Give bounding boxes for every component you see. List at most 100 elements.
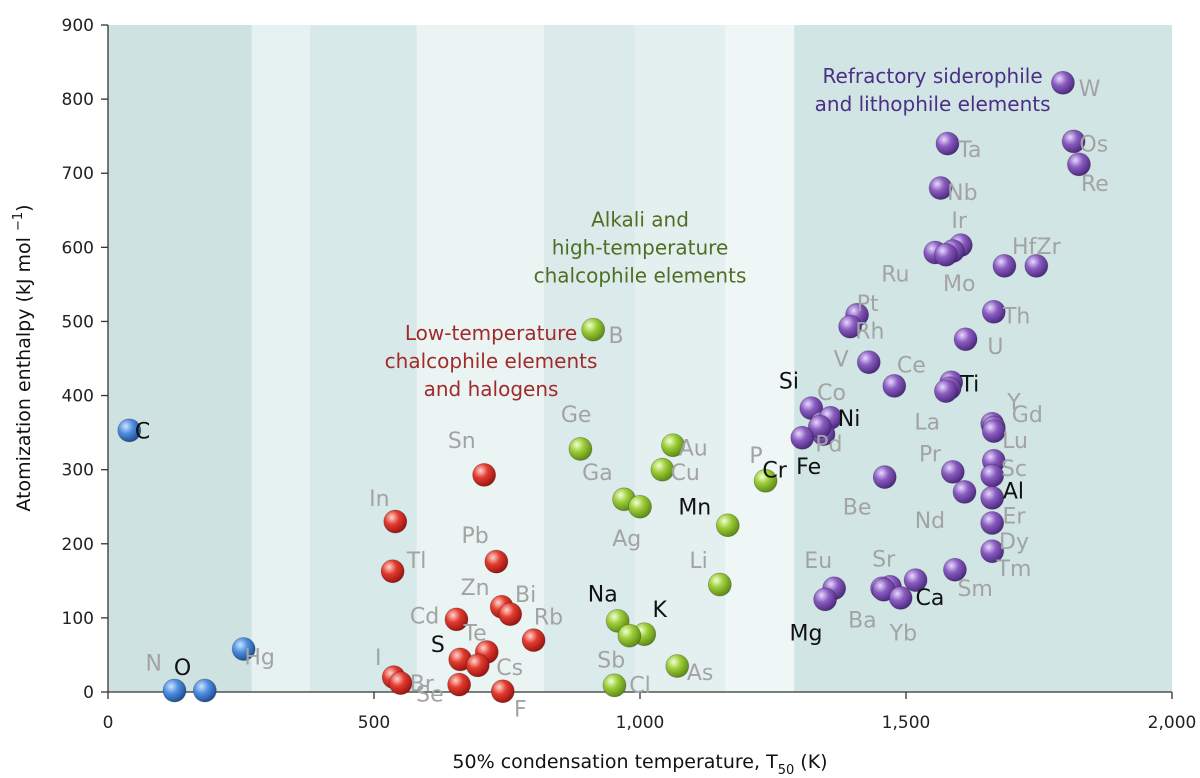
point-cs xyxy=(465,653,490,678)
x-tick-label: 1,500 xyxy=(882,713,931,733)
y-tick-label: 400 xyxy=(62,387,94,407)
point-hg xyxy=(231,637,256,661)
x-tick-label: 1,000 xyxy=(616,713,665,733)
label-sc: Sc xyxy=(1001,457,1027,482)
label-tl: Tl xyxy=(406,549,427,574)
point-ce xyxy=(882,374,907,398)
point-br xyxy=(388,671,413,696)
point-rh xyxy=(838,314,863,339)
background-band xyxy=(108,25,252,692)
label-al: Al xyxy=(1003,479,1024,504)
label-mn: Mn xyxy=(678,496,711,521)
label-zn: Zn xyxy=(461,576,490,601)
label-na: Na xyxy=(588,582,618,607)
label-lu: Lu xyxy=(1002,429,1028,454)
point-fe xyxy=(807,414,832,439)
point-er xyxy=(980,485,1005,510)
label-au: Au xyxy=(679,436,708,461)
label-er: Er xyxy=(1003,505,1027,530)
annotations: Low-temperature chalcophile elements and h… xyxy=(385,64,1051,401)
point-re xyxy=(1067,152,1091,177)
label-zr: Zr xyxy=(1037,235,1062,260)
label-ag: Ag xyxy=(612,527,641,552)
point-pb xyxy=(484,549,509,574)
y-tick-label: 800 xyxy=(62,90,94,110)
point-cl xyxy=(602,673,627,698)
label-ni: Ni xyxy=(838,407,861,432)
label-cu: Cu xyxy=(671,461,700,486)
label-li: Li xyxy=(689,549,707,574)
label-ca: Ca xyxy=(916,586,945,611)
label-n: N xyxy=(146,651,162,676)
point-zr xyxy=(1024,253,1049,278)
point-os xyxy=(1061,129,1086,154)
label-o: O xyxy=(174,656,191,681)
point-pr xyxy=(940,459,965,484)
label-rb: Rb xyxy=(534,605,563,630)
y-tick-label: 0 xyxy=(83,683,94,703)
label-pd: Pd xyxy=(815,433,842,458)
label-mg: Mg xyxy=(790,622,823,647)
label-ba: Ba xyxy=(848,608,877,633)
point-ge xyxy=(568,437,593,461)
label-cd: Cd xyxy=(410,605,439,630)
label-yb: Yb xyxy=(889,622,917,647)
label-sb: Sb xyxy=(597,648,625,673)
data-points xyxy=(117,70,1091,704)
axis-titles: 50% condensation temperature, T50 (K) Ato… xyxy=(11,204,828,778)
label-br: Br xyxy=(410,672,435,697)
label-c: C xyxy=(135,419,150,444)
point-w xyxy=(1051,70,1075,95)
point-mn xyxy=(715,513,740,538)
point-nb xyxy=(928,176,953,200)
label-rh: Rh xyxy=(855,319,884,344)
label-ta: Ta xyxy=(957,138,981,163)
background-band xyxy=(251,25,311,692)
label-pb: Pb xyxy=(461,524,488,549)
label-bi: Bi xyxy=(515,583,536,608)
point-tm xyxy=(980,539,1005,564)
point-th xyxy=(981,299,1006,324)
label-gd: Gd xyxy=(1012,403,1043,428)
point-se xyxy=(447,672,472,697)
label-se: Se xyxy=(416,682,444,707)
label-ge: Ge xyxy=(561,403,592,428)
label-tm: Tm xyxy=(996,557,1032,582)
label-ce: Ce xyxy=(897,353,926,378)
background-band xyxy=(725,25,795,692)
axes: 0 100 200 300 400 500 600 700 800 900 0 500 1,000 1,5… xyxy=(62,16,1197,733)
label-nb: Nb xyxy=(947,181,977,206)
point-f xyxy=(490,679,515,704)
label-f: F xyxy=(514,697,527,722)
label-k: K xyxy=(652,598,667,623)
label-i: I xyxy=(375,646,382,671)
label-cl: Cl xyxy=(629,674,650,699)
label-y: Y xyxy=(1006,390,1021,415)
label-nd: Nd xyxy=(915,509,945,534)
label-cs: Cs xyxy=(496,656,523,681)
label-sm: Sm xyxy=(957,577,992,602)
point-sb xyxy=(617,623,642,648)
x-tick-label: 0 xyxy=(103,713,114,733)
annotation-refractory: Refractory siderophile and lithophile ele… xyxy=(815,64,1051,116)
point-nd xyxy=(952,479,977,504)
y-tick-label: 600 xyxy=(62,238,94,258)
background-band xyxy=(794,25,1172,692)
label-in: In xyxy=(369,487,389,512)
point-lu xyxy=(981,419,1006,444)
background-band xyxy=(544,25,635,692)
label-pt: Pt xyxy=(857,292,879,317)
point-cd xyxy=(444,607,469,632)
label-cr: Cr xyxy=(762,459,787,484)
label-mo: Mo xyxy=(943,272,975,297)
point-ca xyxy=(903,568,928,592)
point-bi xyxy=(498,602,523,627)
point-n xyxy=(162,678,187,703)
label-sr: Sr xyxy=(872,548,896,573)
point-au xyxy=(661,433,685,458)
point-cr xyxy=(790,425,815,450)
label-as: As xyxy=(687,661,714,686)
annotation-alkali: Alkali and high-temperature chalcophile el… xyxy=(534,208,747,288)
